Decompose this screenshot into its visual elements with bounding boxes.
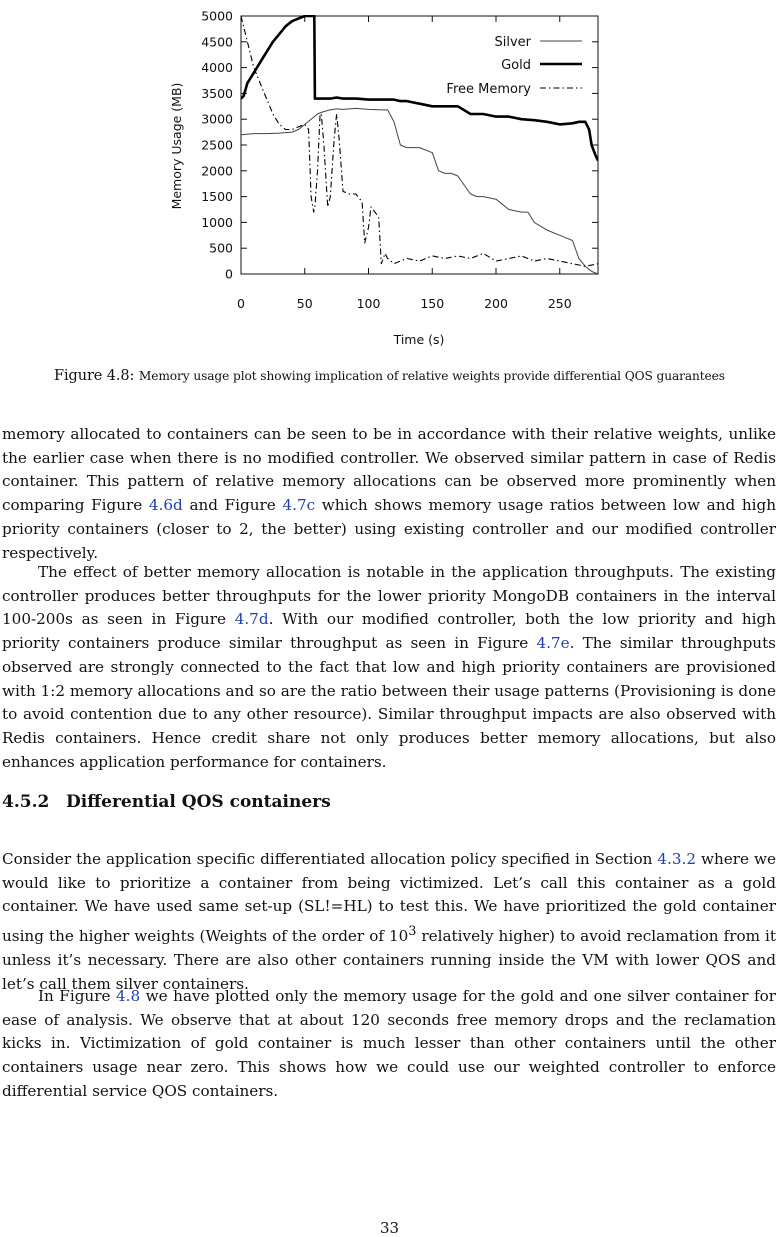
figure-4-8: 0 500 1000 1500 2000 2500 3000 3500 4000 4500 5000… [0,0,779,360]
y-tick-label: 3500 [201,86,233,101]
p1-text: memory allocated to containers can be se… [2,425,776,515]
x-tick-label: 50 [297,296,313,311]
p2-text-c: . The similar throughputs observed are s… [2,634,776,771]
paragraph-4: In Figure 4.8 we have plotted only the m… [2,985,776,1104]
legend-label: Gold [501,58,531,73]
p3-superscript: 3 [408,923,417,939]
paragraph-2: The effect of better memory allocation i… [2,561,776,774]
series-line-gold [241,15,598,162]
series-line-free-memory [241,15,598,267]
ref-figure-4-8[interactable]: 4.8 [115,987,141,1005]
y-tick-label: 500 [209,241,233,256]
y-tick-label: 3000 [201,112,233,127]
y-axis-label: Memory Usage (MB) [169,83,184,210]
x-tick-label: 100 [357,296,381,311]
y-tick-label: 4000 [201,60,233,75]
page-number: 33 [379,1219,400,1237]
caption-text: Memory usage plot showing implication of… [138,369,725,383]
y-tick-label: 0 [225,267,233,282]
p3-text-c: relatively higher) to avoid reclamation … [2,927,776,993]
p4-text-b: we have plotted only the memory usage fo… [2,987,776,1100]
figure-caption: Figure 4.8: Memory usage plot showing im… [0,368,779,384]
x-tick-label: 150 [420,296,444,311]
p1-mid: and Figure [182,496,283,515]
section-heading: 4.5.2 Differential QOS containers [2,792,331,812]
ref-figure-4-6d[interactable]: 4.6d [148,496,183,515]
x-tick-label: 250 [548,296,572,311]
legend-label: Silver [494,35,531,50]
p3-text-a: Consider the application specific differ… [2,850,658,868]
ref-section-4-3-2[interactable]: 4.3.2 [657,850,697,868]
y-tick-label: 4500 [201,34,233,49]
plot-frame [240,15,599,275]
series-line-silver [241,107,598,274]
y-tick-label: 1000 [201,215,233,230]
section-number: 4.5.2 [2,792,50,812]
legend-label: Free Memory [446,82,531,97]
x-tick-label: 0 [237,296,245,311]
y-tick-label: 1500 [201,189,233,204]
paragraph-1: memory allocated to containers can be se… [2,423,776,565]
y-tick-label: 2000 [201,163,233,178]
y-tick-label: 5000 [201,9,233,24]
memory-usage-chart: 0500100015002000250030003500400045005000… [169,9,599,347]
ref-figure-4-7d[interactable]: 4.7d [234,610,269,629]
ref-figure-4-7e[interactable]: 4.7e [536,634,570,653]
paragraph-3: Consider the application specific differ… [2,848,776,996]
p2-text-a: The effect of better memory allocation i… [2,563,776,629]
section-title: Differential QOS containers [66,792,331,812]
caption-label: Figure 4.8: [54,368,135,384]
p1-end: which shows memory usage ratios between … [2,496,776,562]
p4-text-a: In Figure [38,987,116,1005]
ref-figure-4-7c[interactable]: 4.7c [282,496,316,515]
p2-text-b: . With our modified controller, both the… [2,610,776,653]
p3-text-b: where we would like to prioritize a cont… [2,850,776,946]
x-tick-label: 200 [484,296,508,311]
y-tick-label: 2500 [201,138,233,153]
x-axis-label: Time (s) [393,332,445,347]
